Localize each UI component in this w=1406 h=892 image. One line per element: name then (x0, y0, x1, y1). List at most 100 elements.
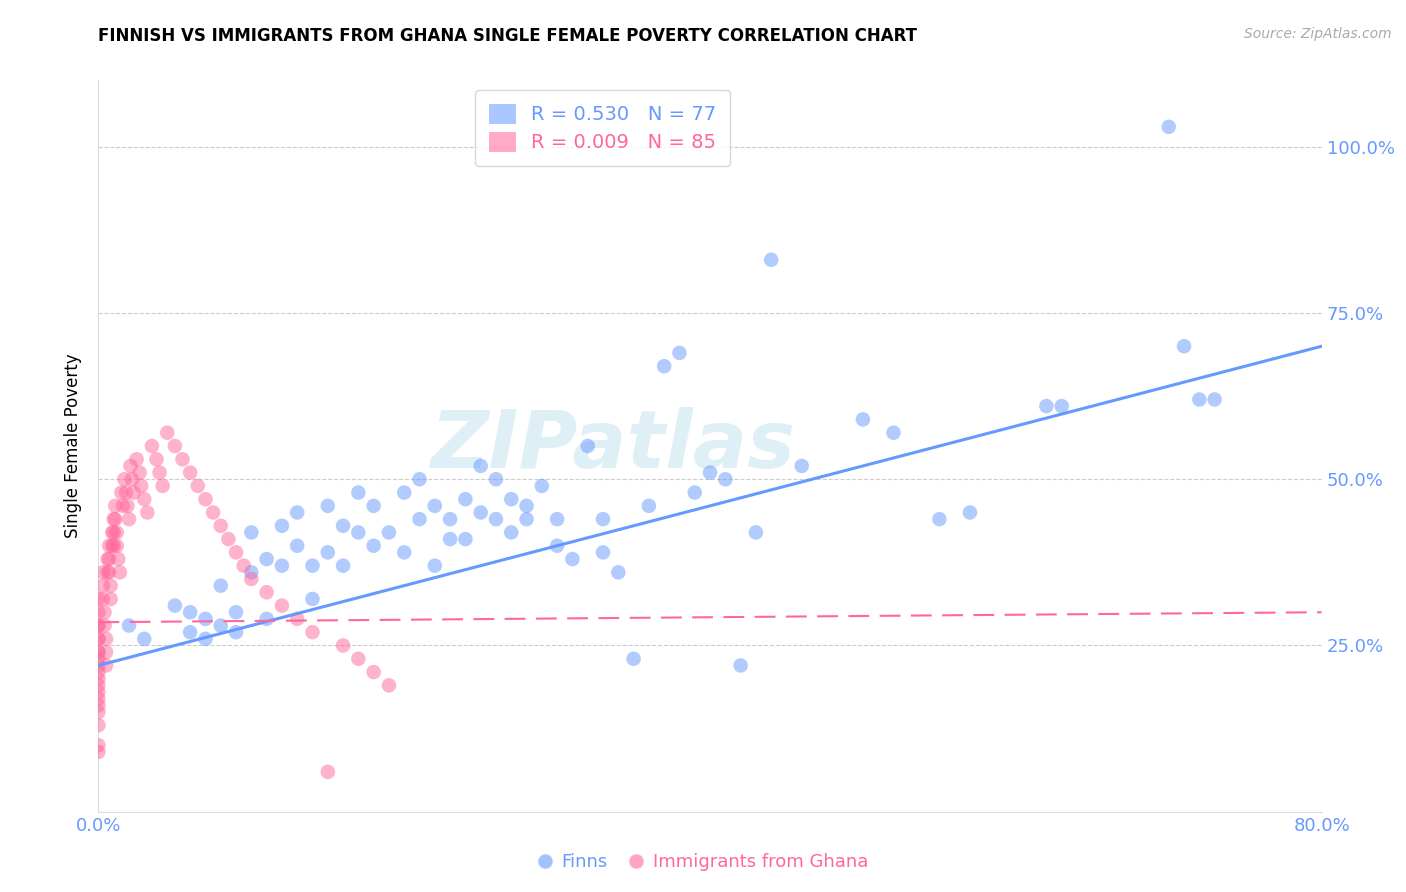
Point (623, 652, 645, 666)
Point (285, 539, 308, 553)
Point (637, 499, 661, 513)
Point (108, 566, 131, 580)
Point (87, 645, 110, 659)
Point (928, 512, 950, 526)
Point (347, 485, 370, 500)
Point (454, 532, 477, 546)
Point (122, 485, 145, 500)
Point (959, 506, 981, 520)
Point (1188, 392, 1211, 407)
Point (454, 492, 477, 507)
Point (136, 506, 159, 520)
Point (87, 672, 110, 686)
Point (392, 485, 416, 500)
Point (316, 764, 339, 779)
Point (97, 552, 120, 566)
Point (363, 665, 385, 679)
Point (332, 558, 354, 573)
Point (112, 472, 135, 486)
Point (98, 566, 121, 580)
Point (87, 645, 110, 659)
Y-axis label: Single Female Poverty: Single Female Poverty (65, 354, 83, 538)
Point (87, 632, 110, 646)
Point (129, 479, 152, 493)
Point (87, 632, 110, 646)
Point (225, 545, 247, 559)
Point (256, 552, 278, 566)
Point (316, 545, 339, 559)
Point (101, 525, 124, 540)
Point (378, 678, 401, 692)
Point (516, 512, 538, 526)
Point (87, 745, 110, 759)
Point (714, 472, 737, 486)
Point (87, 591, 110, 606)
Point (301, 591, 323, 606)
Point (285, 612, 308, 626)
Point (98, 552, 121, 566)
Point (134, 632, 156, 646)
Point (209, 518, 232, 533)
Point (790, 458, 813, 473)
Point (87, 618, 110, 632)
Point (439, 532, 461, 546)
Point (240, 525, 263, 540)
Point (852, 412, 875, 426)
Point (408, 512, 430, 526)
Point (316, 499, 339, 513)
Point (134, 492, 156, 507)
Point (363, 499, 385, 513)
Point (104, 499, 127, 513)
Point (1204, 392, 1226, 407)
Point (470, 506, 492, 520)
Point (423, 558, 446, 573)
Point (270, 518, 292, 533)
Point (759, 252, 782, 267)
Point (103, 512, 125, 526)
Text: ZIPatlas: ZIPatlas (430, 407, 794, 485)
Point (107, 552, 129, 566)
Point (745, 525, 768, 540)
Point (546, 539, 568, 553)
Point (87, 738, 110, 752)
Point (470, 458, 492, 473)
Point (103, 539, 125, 553)
Point (87, 605, 110, 619)
Point (87, 665, 110, 679)
Text: FINNISH VS IMMIGRANTS FROM GHANA SINGLE FEMALE POVERTY CORRELATION CHART: FINNISH VS IMMIGRANTS FROM GHANA SINGLE … (98, 27, 918, 45)
Point (163, 599, 186, 613)
Point (94, 658, 117, 673)
Point (87, 685, 110, 699)
Point (217, 532, 239, 546)
Point (187, 479, 209, 493)
Point (332, 639, 354, 653)
Point (93, 618, 115, 632)
Point (240, 572, 263, 586)
Point (87, 652, 110, 666)
Point (179, 466, 201, 480)
Point (194, 632, 217, 646)
Point (91, 579, 114, 593)
Point (87, 718, 110, 732)
Point (115, 485, 138, 500)
Point (105, 525, 128, 540)
Point (103, 525, 125, 540)
Point (501, 492, 523, 507)
Point (121, 472, 143, 486)
Point (1050, 399, 1073, 413)
Point (501, 525, 523, 540)
Point (270, 558, 292, 573)
Point (592, 512, 614, 526)
Point (485, 472, 508, 486)
Point (546, 512, 568, 526)
Point (699, 466, 721, 480)
Point (516, 499, 538, 513)
Point (93, 605, 115, 619)
Point (179, 625, 201, 640)
Point (232, 558, 254, 573)
Point (225, 605, 247, 619)
Point (94, 632, 117, 646)
Point (668, 346, 690, 360)
Point (363, 539, 385, 553)
Point (110, 485, 132, 500)
